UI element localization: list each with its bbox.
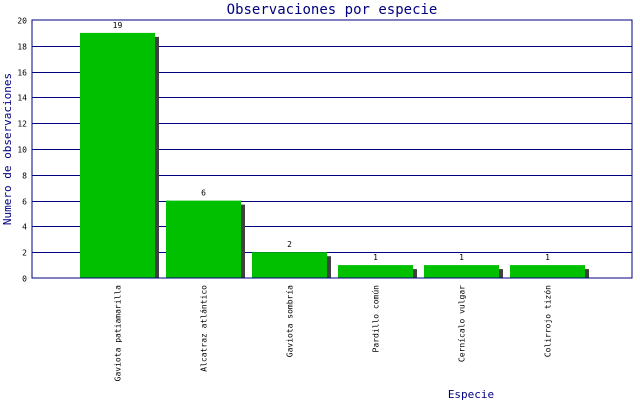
y-tick-label: 0 (22, 275, 27, 284)
x-tick-label: Alcatraz atlántico (200, 285, 209, 372)
y-tick-label: 18 (17, 43, 27, 52)
bar (424, 265, 499, 278)
data-label: 19 (113, 21, 123, 30)
y-tick-label: 16 (17, 69, 27, 78)
x-axis-label: Especie (448, 388, 494, 400)
data-label: 1 (459, 253, 464, 262)
bar (510, 265, 585, 278)
data-label: 6 (201, 189, 206, 198)
plot-area-frame (31, 19, 633, 279)
x-tick-label: Pardillo común (372, 285, 381, 353)
bars (80, 32, 589, 279)
y-tick-label: 8 (22, 172, 27, 181)
data-label: 2 (287, 240, 292, 249)
chart-title: Observaciones por especie (227, 2, 438, 18)
y-tick-label: 2 (22, 249, 27, 258)
x-tick-label: Gaviota patiamarilla (114, 285, 123, 382)
y-tick-label: 4 (22, 223, 27, 232)
data-label: 1 (373, 253, 378, 262)
y-tick-label: 10 (17, 146, 27, 155)
data-label: 1 (545, 253, 550, 262)
y-tick-label: 14 (17, 94, 27, 103)
bar (80, 32, 155, 279)
y-tick-label: 6 (22, 198, 27, 207)
y-tick-label: 20 (17, 17, 27, 26)
y-ticks: 0 2 4 6 8 10 12 14 16 18 20 (17, 17, 27, 284)
data-labels: 19 6 2 1 1 1 (113, 21, 550, 262)
y-axis-label: Numero de observaciones (1, 73, 14, 225)
category-labels: Gaviota patiamarilla Alcatraz atlántico Ga… (114, 285, 553, 382)
bar (252, 252, 327, 278)
x-tick-label: Cernícalo vulgar (458, 285, 467, 362)
bar (166, 200, 241, 278)
x-tick-label: Gaviota sombría (286, 285, 295, 357)
y-tick-label: 12 (17, 120, 27, 129)
bar (338, 265, 413, 278)
x-tick-label: Colirrojo tizón (543, 285, 553, 357)
